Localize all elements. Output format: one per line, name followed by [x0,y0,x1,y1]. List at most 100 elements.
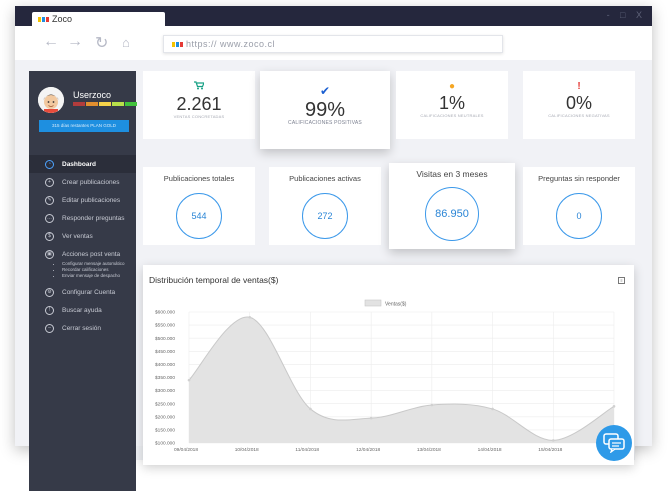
sidebar-item-label: Editar publicaciones [62,196,121,204]
username: Userzoco [73,90,112,100]
stat-value: 1% [438,93,465,113]
stat-card-positivas: ✔ 99% CALIFICACIONES POSITIVAS [260,71,390,149]
sidebar: Userzoco 315 días restantes PLAN GOLD ◔ … [29,71,137,491]
help-icon: ! [45,305,54,315]
pub-card-preguntas: Preguntas sin responder 0 [523,167,635,245]
dashboard-icon: ◔ [45,159,54,169]
plus-icon: + [45,177,54,187]
x-tick-label: 15/04/2018 [538,447,562,453]
data-point [369,416,373,420]
browser-tab[interactable]: Zoco [32,12,165,26]
y-tick-label: $100.000 [155,441,175,447]
browser-navbar: ← → ↻ ⌂ https:// www.zoco.cl [15,26,652,60]
post-venta-submenu: Configurar mensaje automático Recordar c… [29,261,136,279]
sidebar-item-acciones-post-venta[interactable]: ▣ Acciones post venta [29,245,136,263]
y-tick-label: $450.000 [155,349,175,355]
sidebar-item-crear-publicaciones[interactable]: + Crear publicaciones [29,173,136,191]
submenu-item[interactable]: Configurar mensaje automático [62,261,136,267]
chart-title: Distribución temporal de ventas($) [149,275,279,285]
chat-icon: … [45,213,54,223]
stat-value: 0% [565,93,592,113]
y-tick-label: $200.000 [155,414,175,420]
reputation-segment [125,102,137,106]
sidebar-menu: ◔ Dashboard + Crear publicaciones ✎ Edit… [29,155,136,337]
reputation-bar [73,102,137,106]
x-tick-label: 13/04/2018 [417,447,441,453]
window-controls[interactable]: - □ X [606,10,646,20]
legend-label: Ventas($) [385,302,407,308]
series-area [189,316,614,443]
cart-icon [143,81,255,94]
pub-value-circle: 544 [176,193,222,239]
sales-area-chart: Ventas($) $100.000 $150.000 $200.000 $250.00… [155,299,623,453]
forward-arrow-icon[interactable]: → [67,33,83,50]
data-point [309,407,312,411]
plan-status: 315 días restantes PLAN GOLD [39,120,129,132]
sidebar-item-ver-ventas[interactable]: $ Ver ventas [29,227,136,245]
stat-label: CALIFICACIONES POSITIVAS [288,120,362,126]
data-point [187,378,191,382]
pub-value-circle: 272 [302,193,348,239]
reputation-segment [99,102,111,106]
zoco-logo-icon [172,41,183,47]
y-tick-label: $250.000 [155,401,175,407]
reputation-segment [112,102,124,106]
y-tick-label: $550.000 [155,323,175,329]
pub-value-circle: 86.950 [425,187,479,241]
check-icon: ✔ [319,84,331,98]
chat-button[interactable] [596,425,632,461]
stat-label: VENTAS CONCRETADAS [173,114,225,119]
circle-icon: ● [448,81,456,92]
avatar[interactable] [38,87,64,113]
stat-label: CALIFICACIONES NEUTRALES [420,113,484,118]
chat-bubble-icon [603,433,625,453]
logout-icon: – [45,323,54,333]
data-point [491,407,494,411]
y-tick-label: $500.000 [155,336,175,342]
back-arrow-icon[interactable]: ← [43,33,59,50]
chart-menu-icon[interactable]: ≡ [618,277,625,284]
sidebar-item-label: Crear publicaciones [62,178,120,186]
pub-card-totales: Publicaciones totales 544 [143,167,255,245]
sidebar-item-configurar-cuenta[interactable]: ⚙ Configurar Cuenta [29,283,136,301]
sidebar-item-label: Dashboard [62,160,96,168]
submenu-item[interactable]: Recordar calificaciones [62,267,136,273]
sidebar-item-editar-publicaciones[interactable]: ✎ Editar publicaciones [29,191,136,209]
y-tick-label: $350.000 [155,375,175,381]
reputation-segment [73,102,85,106]
y-tick-label: $400.000 [155,362,175,368]
pub-title: Publicaciones activas [289,174,361,183]
pub-card-visitas: Visitas en 3 meses 86.950 [389,163,515,249]
sidebar-item-buscar-ayuda[interactable]: ! Buscar ayuda [29,301,136,319]
stat-card-negativas: ! 0% CALIFICACIONES NEGATIVAS [523,71,635,139]
sidebar-item-dashboard[interactable]: ◔ Dashboard [29,155,136,173]
sidebar-item-label: Buscar ayuda [62,306,102,314]
stat-value: 2.261 [176,94,222,114]
data-point [430,403,434,407]
sidebar-item-responder-preguntas[interactable]: … Responder preguntas [29,209,136,227]
box-icon: ▣ [45,249,54,259]
y-tick-label: $300.000 [155,388,175,394]
submenu-item[interactable]: Enviar mensaje de despacho [62,273,136,279]
x-tick-label: 11/04/2018 [295,447,319,453]
exclamation-icon: ! [577,81,581,92]
home-icon[interactable]: ⌂ [122,35,130,50]
sidebar-item-label: Acciones post venta [62,250,121,258]
address-bar[interactable]: https:// www.zoco.cl [163,35,503,53]
sidebar-item-label: Responder preguntas [62,214,125,222]
pub-title: Preguntas sin responder [538,174,620,183]
x-tick-label: 14/04/2018 [478,447,502,453]
zoco-logo-icon [38,16,49,22]
y-tick-label: $600.000 [155,310,175,316]
sidebar-item-cerrar-sesion[interactable]: – Cerrar sesión [29,319,136,337]
stat-label: CALIFICACIONES NEGATIVAS [548,113,610,118]
sales-chart-card: Distribución temporal de ventas($) ≡ Ven… [143,265,634,465]
stat-card-ventas: 2.261 VENTAS CONCRETADAS [143,71,255,139]
reload-icon[interactable]: ↻ [95,35,109,52]
dollar-icon: $ [45,231,54,241]
gear-icon: ⚙ [45,287,54,297]
sidebar-item-label: Ver ventas [62,232,93,240]
url-text: https:// www.zoco.cl [186,39,276,49]
data-point [551,439,555,442]
pub-card-activas: Publicaciones activas 272 [269,167,381,245]
